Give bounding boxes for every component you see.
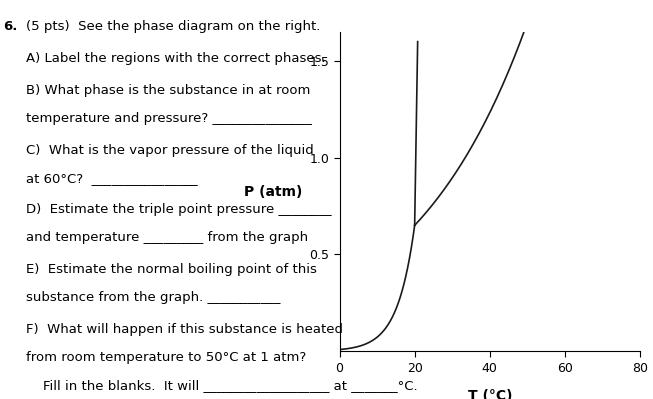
Text: T (°C): T (°C) <box>468 389 512 399</box>
Text: (5 pts)  See the phase diagram on the right.: (5 pts) See the phase diagram on the rig… <box>26 20 321 33</box>
Text: and temperature _________ from the graph: and temperature _________ from the graph <box>26 231 308 245</box>
Text: F)  What will happen if this substance is heated: F) What will happen if this substance is… <box>26 323 343 336</box>
Text: at 60°C?  ________________: at 60°C? ________________ <box>26 172 198 185</box>
Text: E)  Estimate the normal boiling point of this: E) Estimate the normal boiling point of … <box>26 263 317 277</box>
Text: B) What phase is the substance in at room: B) What phase is the substance in at roo… <box>26 84 310 97</box>
Text: from room temperature to 50°C at 1 atm?: from room temperature to 50°C at 1 atm? <box>26 351 306 364</box>
Text: P (atm): P (atm) <box>244 184 302 199</box>
Text: substance from the graph. ___________: substance from the graph. ___________ <box>26 291 281 304</box>
Text: Fill in the blanks.  It will ___________________ at _______°C.: Fill in the blanks. It will ____________… <box>26 379 418 392</box>
Text: 6.: 6. <box>3 20 18 33</box>
Text: temperature and pressure? _______________: temperature and pressure? ______________… <box>26 112 312 125</box>
Text: A) Label the regions with the correct phases.: A) Label the regions with the correct ph… <box>26 52 326 65</box>
Text: D)  Estimate the triple point pressure ________: D) Estimate the triple point pressure __… <box>26 203 332 217</box>
Text: C)  What is the vapor pressure of the liquid: C) What is the vapor pressure of the liq… <box>26 144 314 157</box>
